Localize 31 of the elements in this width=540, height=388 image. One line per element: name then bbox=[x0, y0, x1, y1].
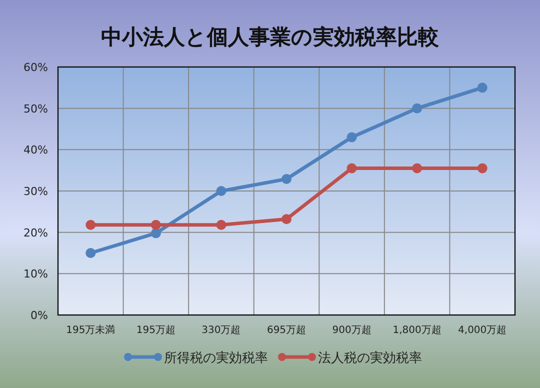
point bbox=[150, 220, 161, 230]
y-tick-label: 50% bbox=[24, 102, 48, 116]
point bbox=[86, 220, 96, 230]
x-tick-label: 195万未満 bbox=[66, 324, 116, 336]
x-tick-label: 900万超 bbox=[332, 324, 372, 336]
legend-label: 法人税の実効税率 bbox=[318, 350, 422, 366]
y-tick-label: 30% bbox=[24, 185, 48, 198]
x-tick-label: 4,000万超 bbox=[458, 324, 507, 336]
point bbox=[282, 174, 292, 184]
point bbox=[216, 220, 226, 230]
chart-title: 中小法人と個人事業の実効税率比較 bbox=[101, 25, 440, 49]
point bbox=[346, 163, 357, 174]
y-tick-label: 40% bbox=[24, 144, 48, 157]
point bbox=[346, 132, 357, 142]
point bbox=[412, 163, 422, 174]
point bbox=[412, 103, 422, 114]
point bbox=[477, 163, 488, 174]
x-tick-label: 330万超 bbox=[202, 324, 241, 336]
legend-label: 所得税の実効税率 bbox=[164, 350, 268, 366]
point bbox=[86, 248, 96, 258]
y-tick-label: 10% bbox=[24, 268, 48, 281]
y-tick-label: 60% bbox=[24, 61, 48, 74]
point bbox=[150, 228, 161, 238]
x-tick-label: 195万超 bbox=[136, 324, 176, 336]
point bbox=[216, 186, 226, 196]
point bbox=[477, 82, 488, 93]
y-tick-label: 20% bbox=[24, 226, 48, 240]
y-tick-label: 0% bbox=[30, 309, 48, 322]
point bbox=[282, 214, 292, 224]
x-tick-label: 1,800万超 bbox=[392, 324, 442, 336]
x-tick-label: 695万超 bbox=[266, 324, 306, 336]
